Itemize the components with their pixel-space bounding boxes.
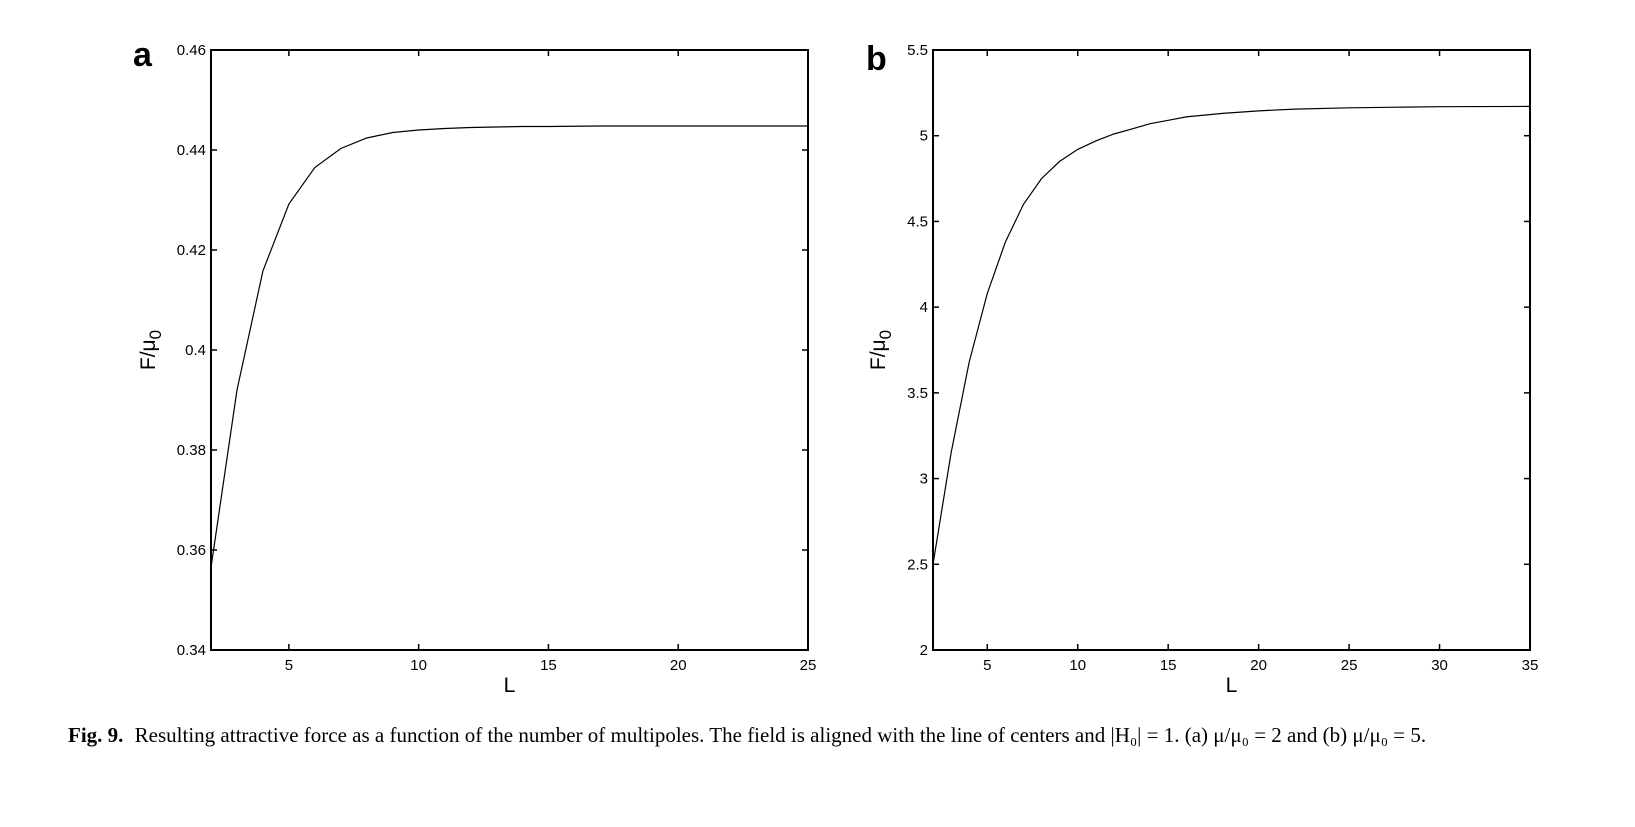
x-tick-label: 30 [1431, 657, 1448, 674]
series-line [932, 105, 1531, 565]
y-tick-label: 2 [920, 642, 928, 659]
plot-frame [210, 49, 809, 651]
y-tick-label: 0.38 [177, 442, 206, 459]
y-tick-label: 3 [920, 471, 928, 488]
x-tick-label: 25 [800, 657, 817, 674]
series-line [210, 125, 808, 568]
y-tick-label: 3.5 [907, 385, 928, 402]
y-tick-label: 4 [920, 299, 928, 316]
panel-letter: b [866, 40, 887, 78]
caption-label: Fig. 9. [68, 723, 124, 747]
plot-frame [932, 49, 1531, 651]
y-axis-label: F/μ0 [867, 330, 895, 370]
y-axis-label: F/μ0 [137, 330, 165, 370]
x-tick-label: 5 [285, 657, 293, 674]
figure-caption: Fig. 9. Resulting attractive force as a … [68, 720, 1603, 750]
x-axis-label: L [504, 674, 516, 697]
y-tick-label: 0.42 [177, 242, 206, 259]
y-tick-label: 4.5 [907, 213, 928, 230]
chart-panel-b: 5 10 15 20 25 30 35 2 2.5 3 3.5 4 4.5 5 5.5 L F/μ0 b [866, 40, 1538, 697]
x-tick-label: 10 [1069, 657, 1086, 674]
x-tick-label: 10 [410, 657, 427, 674]
x-tick-label: 15 [540, 657, 557, 674]
x-tick-label: 20 [670, 657, 687, 674]
caption-text: Resulting attractive force as a function… [134, 723, 1427, 747]
x-tick-label: 25 [1341, 657, 1358, 674]
x-tick-label: 5 [983, 657, 991, 674]
y-tick-label: 0.34 [177, 642, 206, 659]
y-tick-label: 0.36 [177, 542, 206, 559]
x-tick-label: 15 [1160, 657, 1177, 674]
y-tick-label: 5.5 [907, 42, 928, 59]
y-tick-label: 0.44 [177, 142, 206, 159]
panel-letter: a [133, 36, 153, 74]
y-tick-label: 0.4 [185, 342, 206, 359]
x-tick-label: 20 [1250, 657, 1267, 674]
y-tick-label: 5 [920, 128, 928, 145]
figure: 5 10 15 20 250.340.360.380.40.420.440.46LF/μ… [133, 36, 1538, 697]
x-tick-label: 35 [1522, 657, 1539, 674]
y-tick-label: 2.5 [907, 556, 928, 573]
x-axis-label: L [1226, 674, 1238, 697]
chart-panel-a: 5 10 15 20 25 0.34 0.36 0.38 0.4 0.42 0.44 0.46 L F/μ… [133, 36, 816, 697]
y-tick-label: 0.46 [177, 42, 206, 59]
